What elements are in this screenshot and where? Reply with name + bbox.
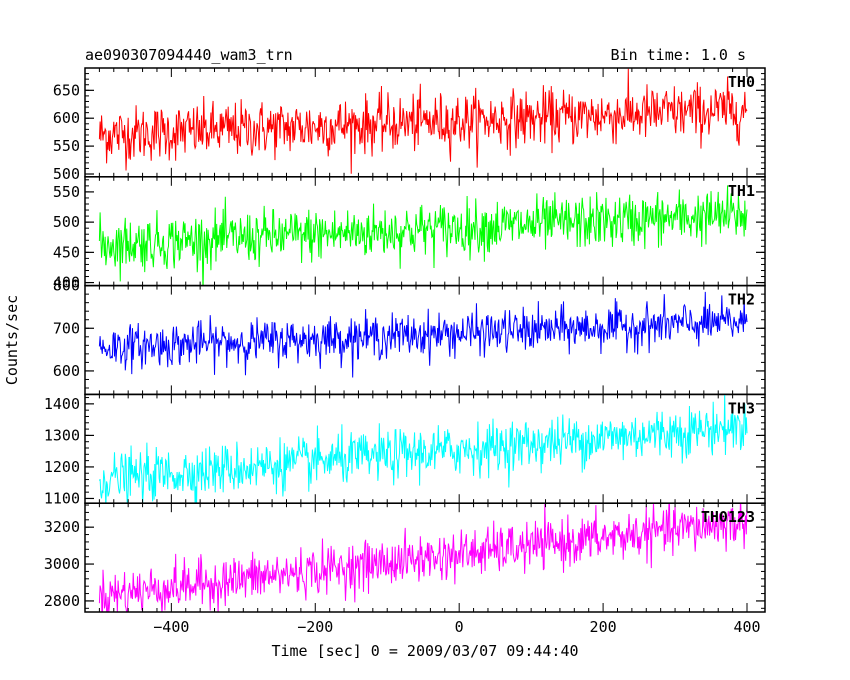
y-tick-label: 700 (53, 319, 80, 337)
y-axis-label: Counts/sec (3, 295, 21, 385)
x-tick-label: 400 (733, 618, 760, 636)
band-label-th0123: TH0123 (701, 508, 755, 526)
series-line-th2 (98, 291, 748, 378)
y-tick-label: 3000 (44, 555, 80, 573)
x-axis-label: Time [sec] 0 = 2009/03/07 09:44:40 (271, 642, 578, 660)
x-axis: −400 −200 0 200 400 (153, 618, 760, 636)
x-tick-label: −400 (153, 618, 189, 636)
series-line-th3 (98, 394, 748, 504)
y-tick-label: 600 (53, 109, 80, 127)
y-tick-label: 2800 (44, 592, 80, 610)
band-label-th3: TH3 (728, 399, 755, 417)
y-tick-label: 1300 (44, 426, 80, 444)
y-tick-label: 500 (53, 165, 80, 183)
y-tick-label: 1200 (44, 458, 80, 476)
panel-th0: 500 550 600 650 TH0 (53, 67, 766, 183)
y-tick-label: 550 (53, 137, 80, 155)
x-tick-label: 0 (455, 618, 464, 636)
y-tick-label: 1400 (44, 395, 80, 413)
y-tick-label: 550 (53, 183, 80, 201)
y-tick-label: 3200 (44, 518, 80, 536)
panel-frame (84, 502, 766, 613)
y-tick-label: 450 (53, 243, 80, 261)
bin-time-label: Bin time: 1.0 s (611, 46, 746, 64)
x-tick-label: −200 (297, 618, 333, 636)
y-tick-label: 650 (53, 81, 80, 99)
y-tick-label: 800 (53, 277, 80, 295)
y-tick-label: 500 (53, 213, 80, 231)
y-tick-label: 1100 (44, 489, 80, 507)
panel-frame (84, 67, 766, 178)
y-tick-label: 600 (53, 362, 80, 380)
panel-th1: 400 450 500 550 TH1 (53, 176, 766, 292)
panel-th3: 1100 1200 1300 1400 TH3 (44, 393, 766, 507)
series-line-th0123 (98, 503, 748, 613)
chart-title: ae090307094440_wam3_trn (85, 46, 293, 64)
x-tick-label: 200 (590, 618, 617, 636)
y-tick-label: 400 (53, 274, 80, 292)
panel-th2: 600 700 800 TH2 (53, 277, 766, 396)
series-line-th0 (98, 68, 748, 174)
band-label-th0: TH0 (728, 73, 755, 91)
band-label-th1: TH1 (728, 182, 755, 200)
panel-th0123: 2800 3000 3200 TH0123 (44, 502, 766, 613)
band-label-th2: TH2 (728, 291, 755, 309)
series-line-th1 (98, 185, 748, 286)
